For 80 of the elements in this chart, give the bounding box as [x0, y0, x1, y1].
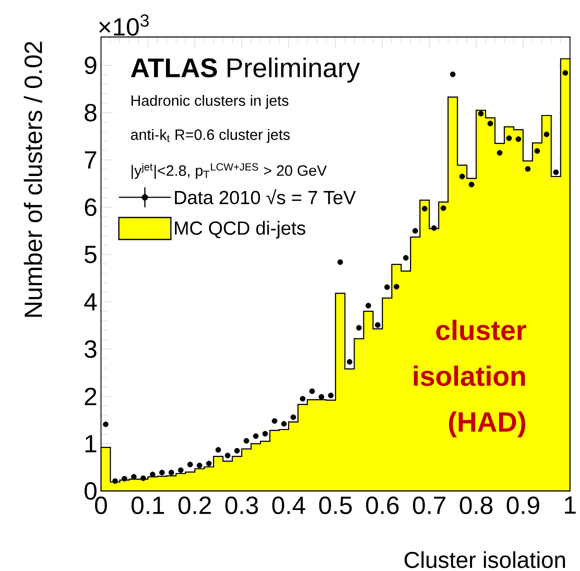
point — [215, 447, 222, 453]
y-tick-label: 5 — [84, 246, 96, 264]
point — [422, 206, 428, 212]
point — [346, 359, 352, 365]
point — [300, 396, 306, 402]
x-tick-label: 0.8 — [460, 496, 492, 514]
point — [309, 388, 315, 394]
y-tick-label: 7 — [84, 151, 96, 169]
x-tick-label: 0.7 — [412, 496, 446, 514]
point — [450, 72, 456, 78]
y-tick-label: 2 — [84, 388, 96, 406]
point — [403, 255, 409, 261]
point — [168, 470, 174, 476]
point — [487, 120, 494, 126]
x-axis-title: Cluster isolation — [404, 551, 565, 568]
point — [366, 302, 372, 308]
x-tick-label: 0.3 — [225, 496, 258, 514]
point — [281, 421, 287, 427]
legend-label: Data 2010 √s = 7 TeV — [175, 189, 356, 204]
point — [468, 182, 474, 188]
y-tick-label: 3 — [84, 340, 96, 358]
point — [159, 470, 165, 476]
point — [272, 418, 278, 424]
point — [234, 448, 240, 454]
point — [122, 476, 128, 482]
point — [412, 228, 418, 234]
point — [478, 110, 484, 116]
point — [374, 322, 381, 328]
annotation: |y$^{jet}$|<2.8, p$_{T}$$^{LCW+JES}$ > 20 GeV — [132, 162, 327, 179]
x-tick-label: 0.9 — [506, 496, 540, 514]
point — [140, 475, 146, 482]
point — [224, 452, 230, 458]
point — [459, 174, 465, 180]
y-tick-label: 9 — [84, 56, 96, 74]
point — [244, 438, 250, 444]
text: ×10$^{3}$ — [99, 14, 149, 36]
point — [252, 433, 259, 439]
x-tick-label: 1 — [564, 496, 576, 514]
annotation: Hadronic clusters in jets — [132, 94, 288, 109]
point — [431, 225, 437, 231]
y-axis-title: Number of clusters / 0.02 — [24, 42, 42, 317]
point — [187, 462, 193, 468]
legend-label: MC QCD di-jets — [175, 220, 306, 239]
point — [440, 205, 446, 211]
y-tick-label: 6 — [84, 198, 96, 216]
point — [102, 422, 108, 428]
point — [112, 478, 118, 484]
point — [525, 166, 531, 172]
x-tick-label: 0.2 — [178, 496, 211, 514]
point — [394, 284, 400, 290]
point — [384, 284, 390, 290]
annotation: cluster isolation (HAD) — [414, 320, 526, 438]
point — [506, 135, 512, 141]
x-tick-label: 0.1 — [132, 496, 164, 514]
x-tick-label: 0.5 — [319, 496, 352, 514]
point — [562, 70, 568, 76]
y-tick-label: 1 — [86, 435, 96, 452]
y-tick-label: 0 — [84, 482, 97, 500]
point — [553, 169, 559, 176]
annotation: anti-k$_{t}$ R=0.6 cluster jets — [130, 128, 290, 143]
point — [178, 467, 184, 473]
point — [290, 414, 296, 420]
point — [206, 460, 212, 466]
point — [131, 474, 137, 480]
y-tick-label: 4 — [84, 293, 97, 310]
text: ATLAS Preliminary — [130, 58, 360, 83]
y-tick-label: 8 — [84, 104, 96, 122]
point — [318, 394, 324, 400]
point — [356, 325, 362, 331]
x-tick-label: 0.4 — [272, 496, 306, 514]
point — [150, 472, 156, 478]
point — [544, 132, 550, 138]
point — [534, 148, 540, 154]
point — [262, 430, 268, 437]
point — [496, 150, 502, 156]
point — [196, 462, 202, 468]
x-tick-label: 0.6 — [366, 496, 399, 514]
point — [337, 259, 343, 265]
point — [516, 136, 522, 142]
point — [328, 392, 334, 398]
